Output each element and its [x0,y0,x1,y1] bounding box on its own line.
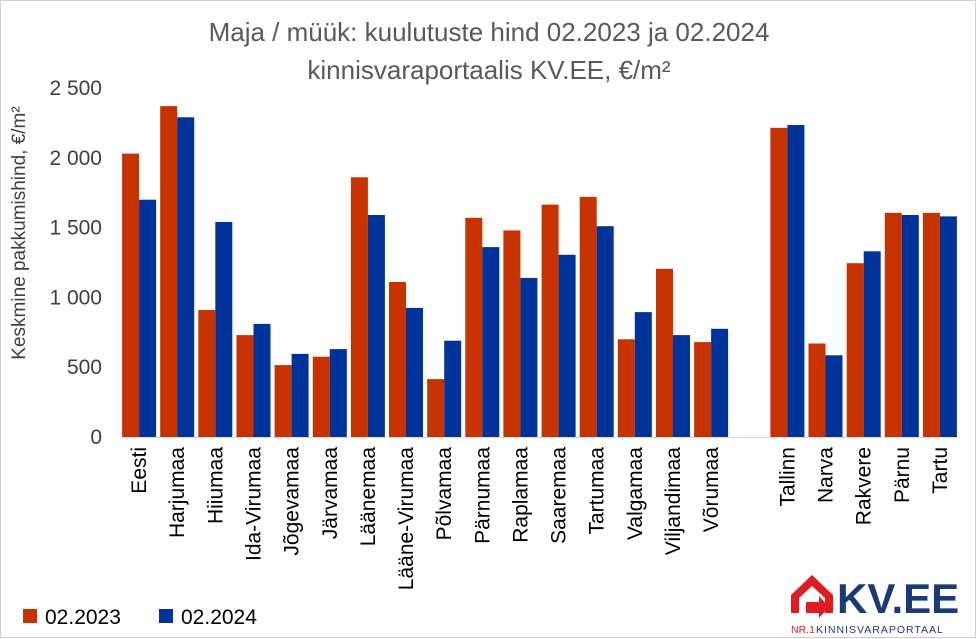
x-tick-label-viljandimaa: Viljandimaa [662,447,685,555]
bar-ida-virumaa-02-2024 [253,323,271,437]
x-tick-label-laane-virumaa: Lääne-Virumaa [395,447,418,591]
logo-name: KV.EE [837,575,959,622]
bar-parnumaa-02-2024 [482,247,500,437]
x-tick-label-vorumaa: Võrumaa [700,447,723,533]
x-tick-label-jogevamaa: Jõgevamaa [281,447,304,556]
bar-tallinn-02-2023 [770,127,788,438]
x-tick-label-polvamaa: Põlvamaa [433,447,456,541]
bar-raplamaa-02-2023 [503,230,521,437]
x-tick-label-harjumaa: Harjumaa [166,447,189,538]
bar-eesti-02-2024 [139,199,157,437]
bar-tartu-02-2023 [922,212,940,437]
bar-saaremaa-02-2023 [541,204,559,437]
bar-parnumaa-02-2023 [465,217,483,437]
bar-valgamaa-02-2023 [617,339,635,437]
bar-ida-virumaa-02-2023 [236,335,254,437]
x-tick-label-hiiumaa: Hiiumaa [204,447,227,524]
bar-vorumaa-02-2024 [711,328,729,437]
bar-viljandimaa-02-2024 [673,335,690,437]
chart-title: Maja / müük: kuulutuste hind 02.2023 ja … [209,17,770,47]
bar-hiiumaa-02-2023 [198,310,216,437]
x-tick-label-laanemaa: Läänemaa [357,447,380,547]
chart-subtitle: kinnisvaraportaalis KV.EE, €/m² [307,55,671,85]
x-tick-label-parnu: Pärnu [891,447,914,503]
bar-rakvere-02-2024 [863,251,881,437]
x-tick-label-raplamaa: Raplamaa [509,447,532,543]
x-tick-label-tartu: Tartu [929,447,952,494]
x-tick-label-jarvamaa: Järvamaa [319,447,342,540]
bar-laanemaa-02-2023 [350,177,368,438]
x-tick-label-ida-virumaa: Ida-Virumaa [243,447,266,561]
y-tick-label: 1 500 [49,217,102,240]
bar-polvamaa-02-2024 [444,340,462,437]
bar-rakvere-02-2023 [846,263,864,437]
bar-laanemaa-02-2024 [367,215,385,437]
bar-raplamaa-02-2024 [520,277,538,437]
legend-swatch-02-2023 [23,609,37,623]
kv-ee-logo: KV.EE NR.1 KINNISVARAPORTAAL [791,575,959,636]
x-tick-label-narva: Narva [815,447,838,503]
y-tick-label: 500 [67,356,102,379]
bar-tartumaa-02-2024 [596,226,614,437]
bar-harjumaa-02-2023 [160,106,178,437]
bar-jogevamaa-02-2024 [291,353,309,437]
x-tick-label-eesti: Eesti [128,447,151,494]
bar-tartu-02-2024 [939,216,957,437]
bar-tallinn-02-2024 [787,125,805,437]
logo-tagline: KINNISVARAPORTAAL [816,624,944,636]
x-tick-label-tallinn: Tallinn [776,447,799,507]
bar-laane-virumaa-02-2023 [389,282,406,437]
bar-saaremaa-02-2024 [558,254,576,437]
x-tick-label-parnumaa: Pärnumaa [471,447,494,544]
bar-viljandimaa-02-2023 [656,268,673,437]
x-axis-ticks: Eesti Harjumaa Hiiumaa Ida-Virumaa Jõgevamaa… [128,447,952,591]
bars [122,106,957,438]
x-tick-label-valgamaa: Valgamaa [624,447,647,540]
bar-jarvamaa-02-2024 [329,349,347,437]
x-tick-label-saaremaa: Saaremaa [548,447,571,544]
legend-label-02-2024: 02.2024 [181,606,257,629]
logo-tagline-prefix: NR.1 [791,624,815,636]
y-tick-label: 2 500 [49,77,102,100]
bar-jarvamaa-02-2023 [312,356,330,437]
y-tick-label: 1 000 [49,286,102,309]
x-tick-label-tartumaa: Tartumaa [586,447,609,535]
bar-parnu-02-2023 [884,212,902,437]
y-axis-ticks: 0 500 1 000 1 500 2 000 2 500 [49,77,102,449]
bar-tartumaa-02-2023 [579,196,597,437]
y-axis-label: Keskmine pakkumishind, €/m² [9,106,30,359]
legend: 02.2023 02.2024 [23,606,257,629]
y-tick-label: 2 000 [49,147,102,170]
bar-vorumaa-02-2023 [694,342,712,437]
bar-parnu-02-2024 [901,215,919,437]
bar-narva-02-2023 [808,343,826,437]
bar-jogevamaa-02-2023 [274,365,292,437]
bar-harjumaa-02-2024 [177,117,195,438]
bar-laane-virumaa-02-2024 [406,307,423,437]
bar-polvamaa-02-2023 [427,379,445,437]
bar-valgamaa-02-2024 [634,312,652,437]
y-tick-label: 0 [90,426,102,449]
x-tick-label-rakvere: Rakvere [853,447,876,525]
bar-eesti-02-2023 [122,153,140,437]
legend-swatch-02-2024 [159,609,173,623]
house-arrow-icon [791,575,833,618]
bar-narva-02-2024 [825,355,843,437]
legend-label-02-2023: 02.2023 [45,606,121,629]
bar-hiiumaa-02-2024 [215,222,233,437]
